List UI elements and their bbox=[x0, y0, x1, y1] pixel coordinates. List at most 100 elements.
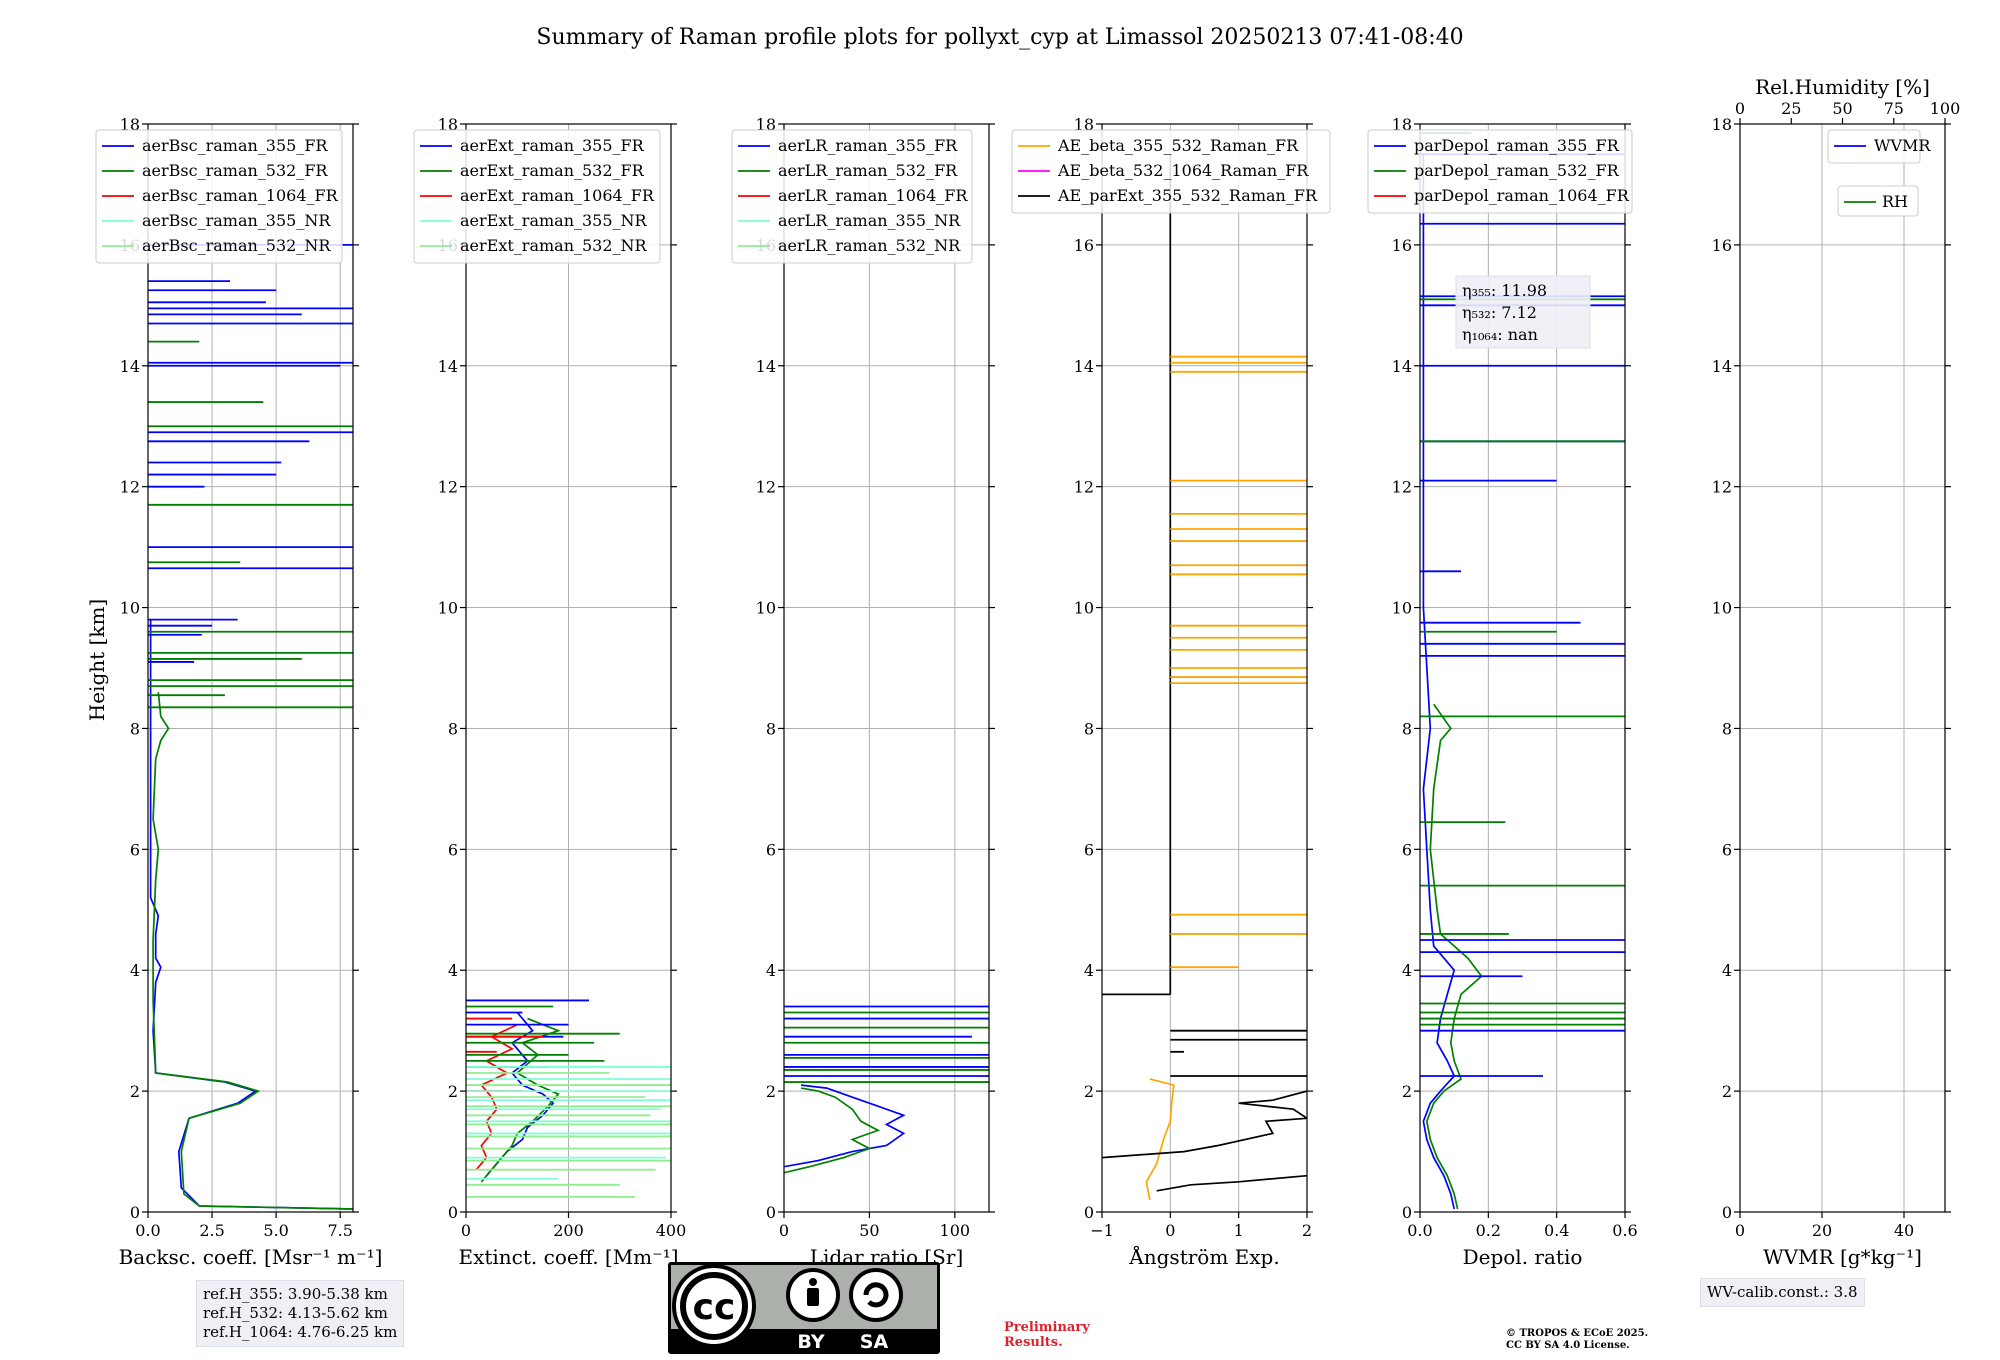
x-axis-label-ext: Extinct. coeff. [Mm⁻¹] bbox=[458, 1245, 678, 1269]
xtick-top-label-75: 75 bbox=[1884, 99, 1904, 118]
ytick-label-4: 4 bbox=[448, 961, 458, 980]
ytick-label-6: 6 bbox=[448, 840, 458, 859]
xtick-label-0.0: 0.0 bbox=[135, 1221, 160, 1240]
xtick-label-20: 20 bbox=[1812, 1221, 1832, 1240]
xtick-label-1: 1 bbox=[1234, 1221, 1244, 1240]
preliminary-results-note: Preliminary Results. bbox=[1004, 1320, 1090, 1350]
xtick-label-0.0: 0.0 bbox=[1407, 1221, 1432, 1240]
ytick-label-8: 8 bbox=[766, 719, 776, 738]
ytick-label-4: 4 bbox=[766, 961, 776, 980]
panel-depol: 0 2 4 6 8 10 12 14 16 18 0.0 0.2 0.4 0.6 Depol. ratio p… bbox=[1367, 115, 1638, 1269]
legend-label-aerBsc_raman_532_NR: aerBsc_raman_532_NR bbox=[142, 236, 331, 255]
legend-box-bsc bbox=[95, 129, 343, 264]
ytick-label-10: 10 bbox=[1392, 599, 1412, 618]
ytick-label-18: 18 bbox=[756, 115, 776, 134]
series-parDepol_raman_532_FR bbox=[1425, 703, 1483, 1210]
ytick-label-12: 12 bbox=[1392, 478, 1412, 497]
legend-label-aerLR_raman_355_NR: aerLR_raman_355_NR bbox=[778, 211, 961, 230]
wv-calib-constant: WV-calib.const.: 3.8 bbox=[1707, 1283, 1858, 1301]
axes-frame-lr bbox=[783, 123, 990, 1213]
ref-h-532: ref.H_532: 4.13-5.62 km bbox=[203, 1304, 388, 1322]
xtick-label-0: 0 bbox=[1165, 1221, 1175, 1240]
xtick-label-0: 0 bbox=[1735, 1221, 1745, 1240]
xtick-label-0.4: 0.4 bbox=[1544, 1221, 1569, 1240]
ytick-label-0: 0 bbox=[1402, 1203, 1412, 1222]
series-aerBsc_raman_532_FR bbox=[152, 692, 353, 1210]
annotation-line-0: η₃₅₅: 11.98 bbox=[1462, 281, 1547, 300]
ytick-label-8: 8 bbox=[130, 719, 140, 738]
legend-label-aerBsc_raman_1064_FR: aerBsc_raman_1064_FR bbox=[142, 186, 339, 205]
ytick-label-0: 0 bbox=[1084, 1203, 1094, 1222]
legend-label-aerLR_raman_355_FR: aerLR_raman_355_FR bbox=[778, 136, 958, 155]
ytick-label-18: 18 bbox=[1074, 115, 1094, 134]
series-AE_parExt_355_532_Raman_FR bbox=[1156, 1174, 1307, 1192]
ytick-label-14: 14 bbox=[1712, 357, 1732, 376]
xtick-top-label-0: 0 bbox=[1735, 99, 1745, 118]
share-alike-icon bbox=[849, 1268, 903, 1322]
reference-height-box: ref.H_355: 3.90-5.38 km ref.H_532: 4.13-… bbox=[196, 1280, 405, 1347]
ytick-label-8: 8 bbox=[1402, 719, 1412, 738]
ref-h-355: ref.H_355: 3.90-5.38 km bbox=[203, 1285, 388, 1303]
series-AE_parExt_355_532_Raman_FR bbox=[1102, 1090, 1307, 1159]
ytick-label-18: 18 bbox=[120, 115, 140, 134]
xtick-label-200: 200 bbox=[553, 1221, 584, 1240]
data-bsc bbox=[148, 243, 353, 1210]
legend-label-aerLR_raman_1064_FR: aerLR_raman_1064_FR bbox=[778, 186, 968, 205]
x-axis-label-wv: WVMR [g*kg⁻¹] bbox=[1763, 1245, 1922, 1269]
legend-label-aerExt_raman_355_FR: aerExt_raman_355_FR bbox=[460, 136, 645, 155]
ytick-label-12: 12 bbox=[756, 478, 776, 497]
legend-box-ae bbox=[1011, 129, 1331, 214]
ytick-label-6: 6 bbox=[766, 840, 776, 859]
xtick-top-label-50: 50 bbox=[1832, 99, 1852, 118]
preliminary-line-1: Preliminary bbox=[1004, 1320, 1090, 1335]
xtick-label-2.5: 2.5 bbox=[199, 1221, 224, 1240]
legend2-box-wv bbox=[1837, 185, 1919, 217]
annotation-line-2: η₁₀₆₄: nan bbox=[1462, 325, 1538, 344]
xtick-label-0: 0 bbox=[461, 1221, 471, 1240]
legend-label-AE_parExt_355_532_Raman_FR: AE_parExt_355_532_Raman_FR bbox=[1057, 186, 1318, 205]
ytick-label-0: 0 bbox=[130, 1203, 140, 1222]
data-lr bbox=[784, 1005, 989, 1174]
ytick-label-12: 12 bbox=[438, 478, 458, 497]
ytick-label-6: 6 bbox=[1402, 840, 1412, 859]
ytick-label-12: 12 bbox=[120, 478, 140, 497]
series-AE_beta_355_532_Raman_FR bbox=[1145, 1078, 1175, 1201]
legend-label-aerLR_raman_532_NR: aerLR_raman_532_NR bbox=[778, 236, 961, 255]
ytick-label-0: 0 bbox=[766, 1203, 776, 1222]
legend-label-aerExt_raman_532_NR: aerExt_raman_532_NR bbox=[460, 236, 648, 255]
legend-label-aerBsc_raman_355_NR: aerBsc_raman_355_NR bbox=[142, 211, 331, 230]
ytick-label-0: 0 bbox=[1722, 1203, 1732, 1222]
xtick-label-0.2: 0.2 bbox=[1476, 1221, 1501, 1240]
ytick-label-12: 12 bbox=[1074, 478, 1094, 497]
ytick-label-2: 2 bbox=[130, 1082, 140, 1101]
ytick-label-10: 10 bbox=[1074, 599, 1094, 618]
series-aerLR_raman_532_FR bbox=[784, 1087, 881, 1174]
ytick-label-2: 2 bbox=[766, 1082, 776, 1101]
x-axis-label-ae: Ångström Exp. bbox=[1128, 1244, 1279, 1269]
top-axis-label-wv: Rel.Humidity [%] bbox=[1755, 75, 1930, 99]
xtick-label-7.5: 7.5 bbox=[327, 1221, 352, 1240]
ytick-label-2: 2 bbox=[1402, 1082, 1412, 1101]
ytick-label-10: 10 bbox=[756, 599, 776, 618]
xtick-label-50: 50 bbox=[859, 1221, 879, 1240]
legend-box-ext bbox=[413, 129, 661, 264]
copyright-line-2: CC BY SA 4.0 License. bbox=[1506, 1340, 1630, 1351]
ytick-label-10: 10 bbox=[120, 599, 140, 618]
ytick-label-10: 10 bbox=[1712, 599, 1732, 618]
series-aerLR_raman_355_FR bbox=[784, 1084, 906, 1168]
xtick-label-2: 2 bbox=[1302, 1221, 1312, 1240]
legend-label-AE_beta_532_1064_Raman_FR: AE_beta_532_1064_Raman_FR bbox=[1057, 161, 1309, 180]
ytick-label-2: 2 bbox=[1084, 1082, 1094, 1101]
ytick-label-4: 4 bbox=[1722, 961, 1732, 980]
ytick-label-14: 14 bbox=[120, 357, 140, 376]
copyright-note: © TROPOS & ECoE 2025. CC BY SA 4.0 Licen… bbox=[1506, 1328, 1648, 1352]
ytick-label-8: 8 bbox=[448, 719, 458, 738]
legend2-label-RH: RH bbox=[1882, 192, 1908, 211]
legend-label-aerBsc_raman_532_FR: aerBsc_raman_532_FR bbox=[142, 161, 328, 180]
ytick-label-18: 18 bbox=[1392, 115, 1412, 134]
legend-label-aerExt_raman_532_FR: aerExt_raman_532_FR bbox=[460, 161, 645, 180]
ytick-label-16: 16 bbox=[1392, 236, 1412, 255]
